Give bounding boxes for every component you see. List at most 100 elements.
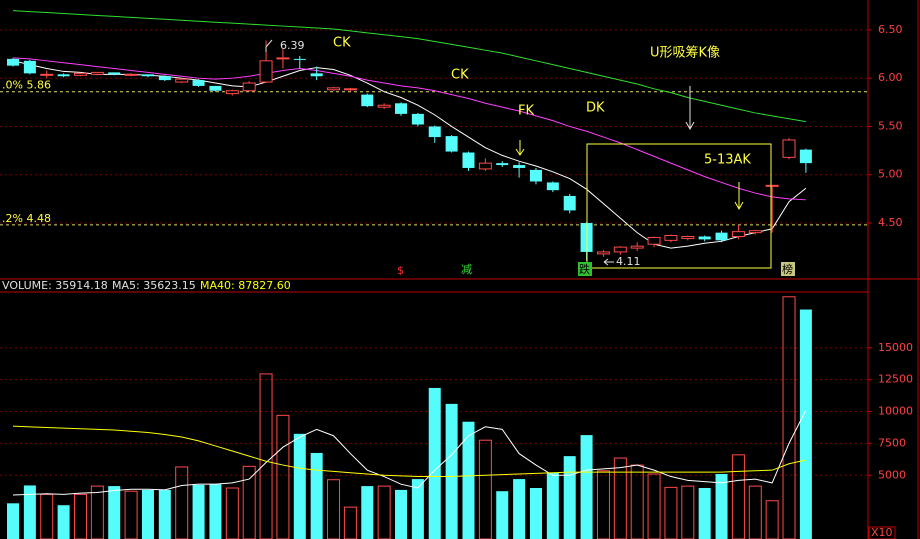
- candle-body: [445, 136, 458, 152]
- volume-bar: [7, 503, 19, 539]
- volume-bar: [209, 484, 222, 539]
- volume-bar: [546, 472, 559, 539]
- volume-bar: [681, 485, 695, 539]
- candle-body: [428, 126, 441, 138]
- candle-body: [731, 231, 745, 237]
- volume-bar: [799, 309, 812, 539]
- candle-body: [7, 58, 19, 66]
- volume-bar: [141, 489, 154, 539]
- arrow: [734, 182, 744, 211]
- annotation: FK: [518, 104, 534, 119]
- candle-body: [175, 78, 189, 83]
- candle-body: [225, 90, 239, 95]
- candle-body: [57, 74, 70, 77]
- candle-body: [310, 73, 323, 77]
- y-tick-label: 4.50: [878, 216, 903, 229]
- candle-body: [124, 73, 138, 76]
- y-tick-label: 5000: [878, 468, 906, 481]
- annotation: CK: [333, 36, 351, 51]
- annotation: 5-13AK: [704, 153, 751, 168]
- candle-body: [462, 152, 475, 168]
- candle-body: [158, 76, 171, 81]
- candle-body: [23, 60, 36, 74]
- volume-bar: [698, 488, 711, 539]
- unit-box: [868, 526, 896, 539]
- candle-body: [698, 236, 711, 240]
- candle-body: [327, 87, 341, 91]
- volume-bar: [40, 493, 54, 539]
- candle-body: [276, 57, 290, 60]
- candle-body: [192, 80, 205, 86]
- unit-label: X10: [871, 526, 893, 539]
- candle-body: [259, 60, 273, 83]
- volume-bar: [377, 485, 391, 539]
- reference-label: .0% 5.86: [2, 79, 51, 92]
- volume-bar: [580, 435, 593, 539]
- candle-body: [765, 184, 779, 187]
- signal: 减: [461, 263, 472, 276]
- candle-body: [715, 232, 728, 241]
- volume-bar: [563, 456, 576, 539]
- signal: 榜: [782, 262, 793, 276]
- candle-body: [411, 113, 424, 125]
- candle-body: [546, 182, 559, 191]
- annotation: CK: [451, 68, 469, 83]
- candle-body: [647, 236, 661, 245]
- ma-line: [12, 57, 806, 201]
- y-tick-label: 10000: [878, 405, 913, 418]
- signal-bg: [578, 262, 592, 276]
- volume-bar: [782, 296, 796, 539]
- candle-body: [748, 230, 762, 234]
- candle-body: [664, 235, 678, 241]
- candle-body: [141, 74, 154, 77]
- candle-body: [343, 88, 357, 91]
- ma-line: [12, 10, 806, 123]
- candle-body: [681, 235, 695, 239]
- arrow: [685, 86, 695, 131]
- candle-body: [496, 163, 509, 166]
- candle-body: [377, 104, 391, 108]
- volume-header: VOLUME: 35914.18: [2, 279, 108, 292]
- volume-bar: [513, 479, 526, 539]
- annotation: U形吸筹K像: [650, 45, 720, 61]
- ma-line: [12, 425, 807, 478]
- volume-bar: [478, 439, 492, 539]
- volume-header: MA40: 87827.60: [200, 279, 291, 292]
- volume-bar: [596, 470, 610, 539]
- candle-body: [529, 169, 542, 182]
- candle-body: [563, 195, 576, 211]
- y-tick-label: 12500: [878, 373, 913, 386]
- volume-bar: [462, 421, 475, 539]
- low-label: 4.11: [616, 255, 641, 268]
- volume-bar: [361, 486, 374, 539]
- pattern-box: [586, 143, 772, 269]
- y-tick-label: 5.50: [878, 119, 903, 132]
- candle-body: [630, 245, 644, 249]
- volume-bar: [73, 493, 87, 539]
- volume-bar: [411, 479, 424, 539]
- candle-body: [73, 72, 87, 76]
- y-tick-label: 7500: [878, 436, 906, 449]
- y-tick-label: 5.00: [878, 168, 903, 181]
- candle-body: [613, 246, 627, 253]
- volume-bar: [242, 465, 256, 539]
- candle-body: [108, 72, 121, 75]
- reference-label: .2% 4.48: [2, 212, 51, 225]
- high-label: 6.39: [280, 39, 305, 52]
- volume-bar: [23, 485, 36, 539]
- signal: 跌: [579, 262, 590, 276]
- volume-bar: [175, 466, 189, 539]
- y-tick-label: 6.50: [878, 23, 903, 36]
- candle-body: [799, 149, 812, 164]
- signal: $: [397, 264, 404, 277]
- candle-body: [395, 103, 408, 114]
- volume-bar: [90, 485, 104, 539]
- y-tick-label: 15000: [878, 341, 913, 354]
- candle-body: [90, 71, 104, 75]
- volume-bar: [327, 479, 341, 539]
- candle-body: [209, 85, 222, 91]
- candle-body: [478, 162, 492, 170]
- ma-line: [12, 410, 807, 496]
